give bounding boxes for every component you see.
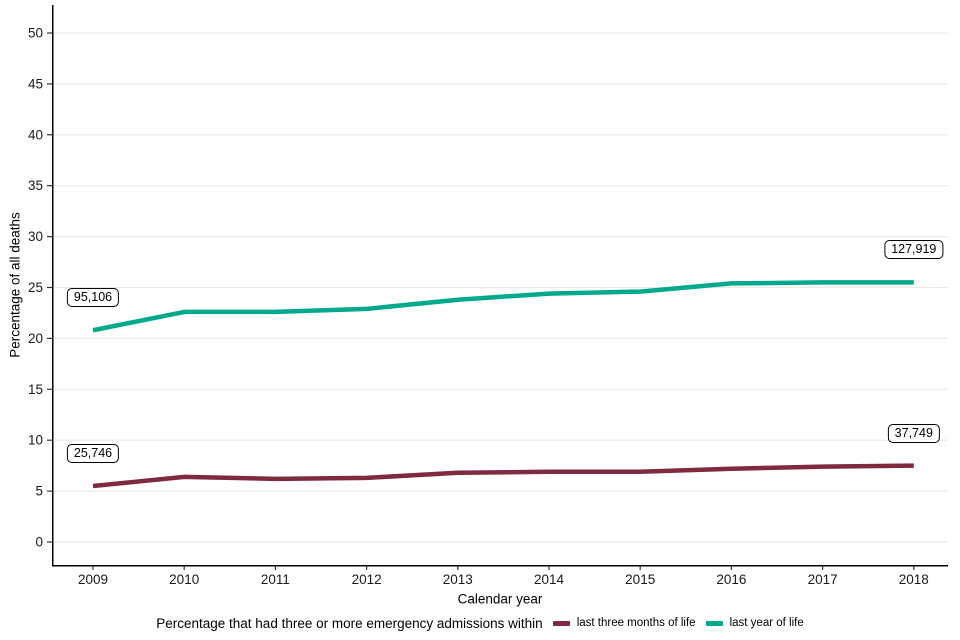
legend: Percentage that had three or more emerge… — [0, 611, 960, 635]
x-tick-label: 2009 — [78, 572, 108, 587]
legend-item: last year of life — [705, 617, 804, 629]
x-tick-label: 2016 — [716, 572, 746, 587]
y-tick-label: 25 — [28, 280, 43, 295]
legend-swatch-icon — [552, 620, 570, 626]
y-tick-label: 45 — [28, 76, 43, 91]
y-tick-label: 10 — [28, 433, 43, 448]
y-tick-label: 0 — [35, 535, 43, 550]
y-tick-label: 15 — [28, 382, 43, 397]
y-axis-title: Percentage of all deaths — [7, 212, 23, 358]
x-tick-label: 2011 — [261, 572, 290, 587]
y-tick-label: 40 — [28, 127, 43, 142]
series-line-last-year-of-life — [92, 280, 914, 333]
x-tick-label: 2014 — [534, 572, 565, 587]
legend-label: last three months of life — [576, 617, 696, 629]
series-line-last-three-months-of-life — [92, 463, 914, 489]
y-tick-label: 30 — [28, 229, 43, 244]
legend-label: last year of life — [729, 617, 804, 629]
data-label: 37,749 — [887, 423, 940, 443]
x-tick-label: 2018 — [899, 572, 929, 587]
data-label: 95,106 — [66, 288, 120, 308]
y-tick-label: 20 — [28, 331, 43, 346]
x-tick-label: 2012 — [352, 572, 382, 587]
x-axis-title: Calendar year — [457, 591, 543, 607]
x-tick-label: 2017 — [808, 572, 838, 587]
x-tick-label: 2010 — [169, 572, 199, 587]
data-label: 25,746 — [66, 444, 120, 463]
data-label: 127,919 — [884, 240, 944, 260]
legend-item: last three months of life — [552, 617, 696, 629]
y-tick-label: 5 — [35, 484, 43, 499]
y-tick-label: 50 — [28, 26, 43, 41]
x-tick-label: 2013 — [443, 572, 473, 587]
legend-swatch-icon — [705, 620, 723, 626]
y-tick-label: 35 — [28, 178, 43, 193]
x-tick-label: 2015 — [625, 572, 655, 587]
legend-title: Percentage that had three or more emerge… — [156, 615, 543, 631]
